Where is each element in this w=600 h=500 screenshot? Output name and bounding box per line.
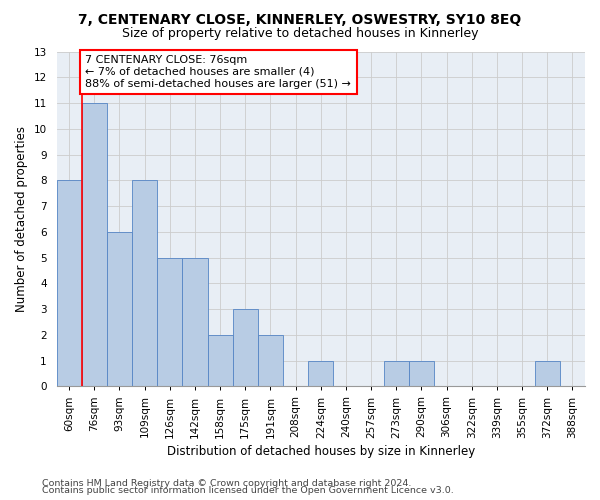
Text: Contains public sector information licensed under the Open Government Licence v3: Contains public sector information licen…: [42, 486, 454, 495]
X-axis label: Distribution of detached houses by size in Kinnerley: Distribution of detached houses by size …: [167, 444, 475, 458]
Bar: [157, 258, 182, 386]
Bar: [107, 232, 132, 386]
Bar: [233, 309, 258, 386]
Bar: [409, 360, 434, 386]
Text: Size of property relative to detached houses in Kinnerley: Size of property relative to detached ho…: [122, 28, 478, 40]
Bar: [182, 258, 208, 386]
Text: 7 CENTENARY CLOSE: 76sqm
← 7% of detached houses are smaller (4)
88% of semi-det: 7 CENTENARY CLOSE: 76sqm ← 7% of detache…: [85, 56, 352, 88]
Bar: [208, 335, 233, 386]
Bar: [132, 180, 157, 386]
Bar: [308, 360, 334, 386]
Bar: [383, 360, 409, 386]
Text: 7, CENTENARY CLOSE, KINNERLEY, OSWESTRY, SY10 8EQ: 7, CENTENARY CLOSE, KINNERLEY, OSWESTRY,…: [79, 12, 521, 26]
Bar: [82, 103, 107, 387]
Text: Contains HM Land Registry data © Crown copyright and database right 2024.: Contains HM Land Registry data © Crown c…: [42, 478, 412, 488]
Bar: [258, 335, 283, 386]
Bar: [535, 360, 560, 386]
Y-axis label: Number of detached properties: Number of detached properties: [15, 126, 28, 312]
Bar: [56, 180, 82, 386]
